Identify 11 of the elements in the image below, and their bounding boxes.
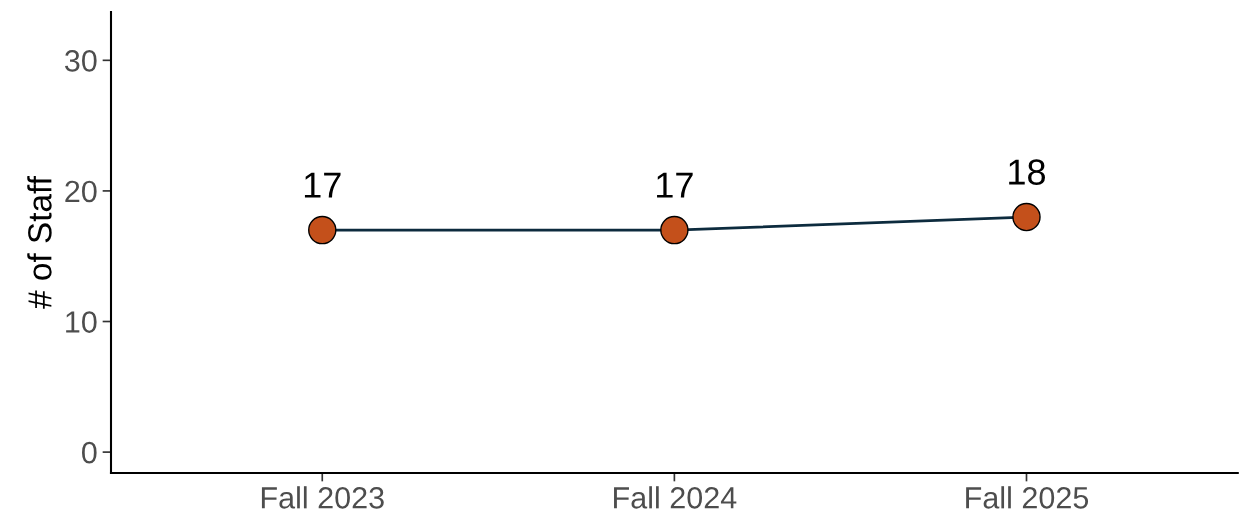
y-tick-label: 20 <box>65 180 97 203</box>
x-tick-label: Fall 2024 <box>614 486 737 509</box>
x-tick-label: Fall 2025 <box>966 486 1089 509</box>
data-label: 18 <box>1009 159 1046 185</box>
data-label: 17 <box>304 172 341 198</box>
x-tick-label: Fall 2023 <box>261 486 384 509</box>
data-label: 17 <box>657 172 693 198</box>
y-axis-title: # of Staff <box>27 176 52 309</box>
y-tick-label: 0 <box>82 441 97 464</box>
y-tick-label: 30 <box>64 50 97 72</box>
y-tick-label: 10 <box>66 311 97 333</box>
